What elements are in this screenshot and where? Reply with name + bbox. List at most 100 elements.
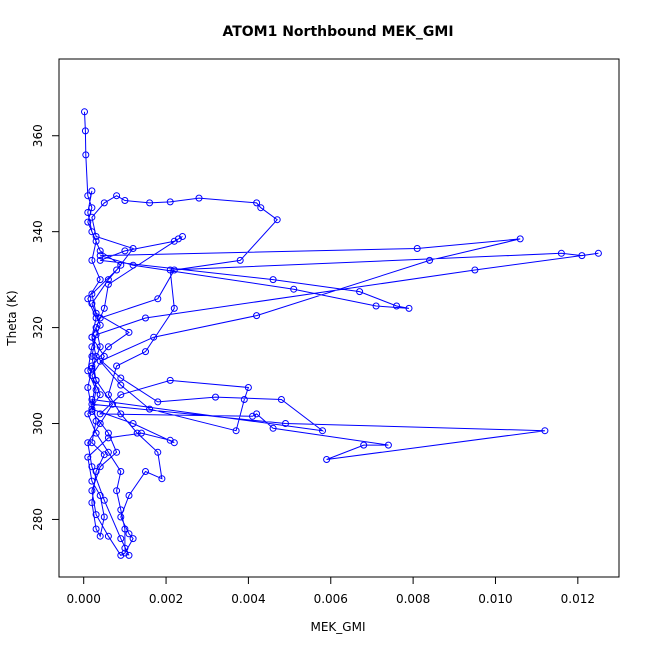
data-point [142,314,149,322]
data-point [81,127,89,135]
data-point [146,405,154,413]
data-point [100,304,108,312]
data-point [84,209,92,216]
data-point [88,352,96,360]
data-point [129,420,137,427]
x-tick-label: 0.012 [561,592,595,606]
y-axis-label: Theta (K) [5,290,19,346]
data-point [129,535,137,543]
data-point [113,448,121,456]
data-point [100,496,108,504]
data-point [578,252,586,260]
data-point [426,256,434,264]
data-point [269,424,277,432]
data-point [92,468,100,475]
data-point [113,487,121,495]
data-point [282,420,289,427]
data-point [253,410,261,418]
data-point [92,386,100,394]
data-point [236,256,244,264]
data-point [96,357,104,365]
data-point [277,396,285,403]
data-point [109,400,116,408]
data-point [96,492,104,499]
y-tick-label: 300 [31,412,45,435]
data-point [356,288,364,296]
data-point [323,456,331,463]
data-point [121,544,129,552]
data-point [117,261,125,269]
data-point [117,410,125,418]
data-point [84,367,92,375]
data-point [166,198,174,206]
x-axis-label: MEK_GMI [311,620,366,634]
data-point [88,187,96,195]
data-point [541,427,549,435]
data-point [88,487,96,495]
data-point [104,343,112,351]
data-point [195,194,203,202]
data-point [360,441,368,449]
data-point [121,197,129,204]
data-point [81,108,88,116]
chart-title: ATOM1 Northbound MEK_GMI [222,24,453,40]
data-point [88,300,96,308]
data-point [96,463,104,471]
data-point [84,295,92,303]
data-point [125,328,133,336]
data-point [516,235,524,243]
data-point [96,532,104,540]
data-point [96,252,104,260]
y-tick-label: 280 [31,508,45,531]
data-point [142,348,149,356]
y-tick-label: 340 [31,220,45,243]
data-point [92,525,100,533]
data-point [125,492,133,499]
data-point [88,290,96,298]
data-point [257,204,265,212]
data-point [84,453,92,461]
data-point [88,405,96,413]
x-tick-label: 0.002 [149,592,183,606]
data-point [158,475,166,483]
x-tick-label: 0.006 [314,592,348,606]
data-point [117,374,125,382]
data-point [82,151,90,159]
data-point [88,343,96,351]
data-point [92,429,100,437]
data-point [170,439,178,447]
data-point [96,410,104,418]
data-point [88,477,96,485]
data-point [117,468,125,475]
x-tick-label: 0.008 [396,592,430,606]
data-point [104,276,112,284]
data-point [319,427,326,435]
data-point [96,391,104,399]
data-point [129,245,137,252]
data-point [104,429,112,437]
data-point [92,237,100,245]
data-point [137,429,145,437]
data-point [471,266,479,274]
data-point [166,376,174,384]
data-point [96,247,104,255]
data-point [166,266,174,274]
data-point [212,393,219,401]
data-point [104,434,112,442]
series-line [84,111,599,557]
data-point [154,398,162,406]
data-point [92,233,100,240]
y-tick-label: 320 [31,316,45,339]
data-point [100,352,108,360]
data-point [244,384,252,391]
data-point [121,525,129,533]
data-point [104,532,112,540]
data-point [121,247,129,255]
x-tick-label: 0.010 [478,592,512,606]
data-point [96,321,104,329]
data-point [96,256,104,264]
data-point [88,396,96,403]
data-point [92,376,100,384]
data-point [117,381,125,389]
